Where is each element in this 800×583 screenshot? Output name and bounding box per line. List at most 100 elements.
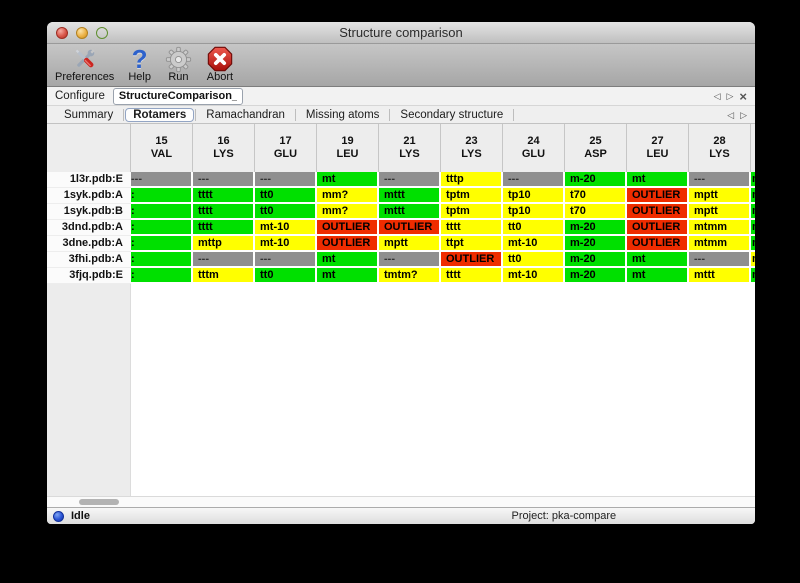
- rotamer-cell[interactable]: mttt: [689, 268, 751, 282]
- rotamer-cell[interactable]: :: [131, 204, 193, 218]
- rotamer-cell[interactable]: ---: [193, 172, 255, 186]
- rotamer-cell[interactable]: OUTLIER: [379, 220, 441, 234]
- rotamer-cell[interactable]: ttpt: [441, 236, 503, 250]
- rotamer-cell[interactable]: OUTLIER: [627, 204, 689, 218]
- rotamer-cell[interactable]: mptt: [689, 188, 751, 202]
- rotamer-cell[interactable]: ---: [379, 172, 441, 186]
- rotamer-cell[interactable]: m-20: [565, 172, 627, 186]
- rotamer-cell[interactable]: tttt: [441, 220, 503, 234]
- rotamer-cell[interactable]: :: [131, 188, 193, 202]
- column-header-19[interactable]: 19 LEU: [317, 124, 379, 172]
- rotamer-cell[interactable]: ---: [689, 252, 751, 266]
- rotamer-cell[interactable]: :: [131, 268, 193, 282]
- row-label[interactable]: 3fjq.pdb:E: [47, 268, 131, 284]
- rotamer-cell[interactable]: mt: [317, 252, 379, 266]
- rotamer-cell[interactable]: ---: [255, 172, 317, 186]
- rotamer-cell[interactable]: tttt: [193, 220, 255, 234]
- rotamer-cell[interactable]: tt0: [503, 252, 565, 266]
- rotamer-cell[interactable]: mttt: [379, 188, 441, 202]
- rotamer-cell[interactable]: mt: [317, 172, 379, 186]
- zoom-window-button[interactable]: [96, 27, 108, 39]
- rotamer-cell[interactable]: ---: [503, 172, 565, 186]
- prev-tab-icon[interactable]: ◁: [727, 109, 735, 120]
- rotamer-cell-clipped[interactable]: m: [751, 188, 755, 202]
- scrollbar-thumb[interactable]: [79, 499, 119, 505]
- rotamer-cell-clipped[interactable]: m: [751, 220, 755, 234]
- rotamer-cell[interactable]: ---: [379, 252, 441, 266]
- next-tab-icon[interactable]: ▷: [740, 109, 747, 120]
- rotamer-cell[interactable]: tttm: [193, 268, 255, 282]
- rotamer-cell[interactable]: tttp: [441, 172, 503, 186]
- rotamer-cell[interactable]: tt0: [255, 268, 317, 282]
- rotamer-cell[interactable]: m-20: [565, 252, 627, 266]
- column-header-27[interactable]: 27 LEU: [627, 124, 689, 172]
- tab-secondary-structure[interactable]: Secondary structure: [400, 108, 504, 121]
- rotamer-cell-clipped[interactable]: m: [751, 172, 755, 186]
- tab-ramachandran[interactable]: Ramachandran: [206, 108, 285, 121]
- rotamer-cell[interactable]: mt-10: [503, 268, 565, 282]
- rotamer-cell[interactable]: mttt: [379, 204, 441, 218]
- rotamer-cell[interactable]: t70: [565, 204, 627, 218]
- rotamer-cell-clipped[interactable]: m: [751, 204, 755, 218]
- rotamer-cell[interactable]: tptm: [441, 188, 503, 202]
- rotamer-cell[interactable]: ---: [131, 172, 193, 186]
- rotamer-cell[interactable]: m-20: [565, 268, 627, 282]
- row-label[interactable]: 1l3r.pdb:E: [47, 172, 131, 188]
- preferences-button[interactable]: Preferences: [55, 45, 114, 83]
- rotamer-cell[interactable]: tttt: [441, 268, 503, 282]
- tab-missing-atoms[interactable]: Missing atoms: [305, 108, 380, 121]
- rotamer-cell[interactable]: mm?: [317, 188, 379, 202]
- rotamer-cell-clipped[interactable]: m: [751, 236, 755, 250]
- column-header-23[interactable]: 23 LYS: [441, 124, 503, 172]
- column-header-16[interactable]: 16 LYS: [193, 124, 255, 172]
- rotamer-cell[interactable]: mt: [627, 252, 689, 266]
- rotamer-cell[interactable]: tt0: [255, 188, 317, 202]
- help-button[interactable]: ? Help: [128, 45, 151, 83]
- rotamer-cell[interactable]: tttt: [193, 204, 255, 218]
- horizontal-scrollbar[interactable]: [47, 496, 755, 507]
- rotamer-cell-clipped[interactable]: m: [751, 268, 755, 282]
- rotamer-cell[interactable]: mt: [627, 172, 689, 186]
- rotamer-cell[interactable]: tp10: [503, 204, 565, 218]
- row-label[interactable]: 1syk.pdb:A: [47, 188, 131, 204]
- column-header-17[interactable]: 17 GLU: [255, 124, 317, 172]
- rotamer-cell[interactable]: mptt: [379, 236, 441, 250]
- rotamer-cell[interactable]: mptt: [689, 204, 751, 218]
- rotamer-cell[interactable]: OUTLIER: [441, 252, 503, 266]
- rotamer-cell[interactable]: m-20: [565, 236, 627, 250]
- column-header-28[interactable]: 28 LYS: [689, 124, 751, 172]
- rotamer-cell[interactable]: OUTLIER: [317, 236, 379, 250]
- rotamer-cell[interactable]: :: [131, 220, 193, 234]
- rotamer-cell[interactable]: tptm: [441, 204, 503, 218]
- rotamer-cell[interactable]: mt-10: [255, 236, 317, 250]
- rotamer-cell[interactable]: mttp: [193, 236, 255, 250]
- rotamer-cell-clipped[interactable]: m: [751, 252, 755, 266]
- configuration-name-input[interactable]: [112, 87, 243, 105]
- close-window-button[interactable]: [56, 27, 68, 39]
- row-label[interactable]: 3dnd.pdb:A: [47, 220, 131, 236]
- rotamer-cell[interactable]: :: [131, 252, 193, 266]
- close-config-icon[interactable]: ×: [739, 88, 747, 104]
- rotamer-cell[interactable]: OUTLIER: [627, 220, 689, 234]
- rotamer-cell[interactable]: t70: [565, 188, 627, 202]
- rotamer-cell[interactable]: tp10: [503, 188, 565, 202]
- rotamer-cell[interactable]: OUTLIER: [627, 236, 689, 250]
- run-button[interactable]: Run: [165, 45, 192, 83]
- row-label[interactable]: 1syk.pdb:B: [47, 204, 131, 220]
- column-header-24[interactable]: 24 GLU: [503, 124, 565, 172]
- rotamer-cell[interactable]: mt: [627, 268, 689, 282]
- tab-summary[interactable]: Summary: [64, 108, 114, 121]
- row-label[interactable]: 3dne.pdb:A: [47, 236, 131, 252]
- rotamer-cell[interactable]: mt-10: [255, 220, 317, 234]
- rotamer-cell[interactable]: tttt: [193, 188, 255, 202]
- abort-button[interactable]: Abort: [206, 45, 234, 83]
- minimize-window-button[interactable]: [76, 27, 88, 39]
- rotamer-cell[interactable]: ---: [193, 252, 255, 266]
- rotamer-cell[interactable]: tt0: [503, 220, 565, 234]
- rotamer-cell[interactable]: OUTLIER: [627, 188, 689, 202]
- column-header-25[interactable]: 25 ASP: [565, 124, 627, 172]
- rotamer-cell[interactable]: m-20: [565, 220, 627, 234]
- rotamer-cell[interactable]: mt-10: [503, 236, 565, 250]
- rotamer-cell[interactable]: mm?: [317, 204, 379, 218]
- column-header-15[interactable]: 15 VAL: [131, 124, 193, 172]
